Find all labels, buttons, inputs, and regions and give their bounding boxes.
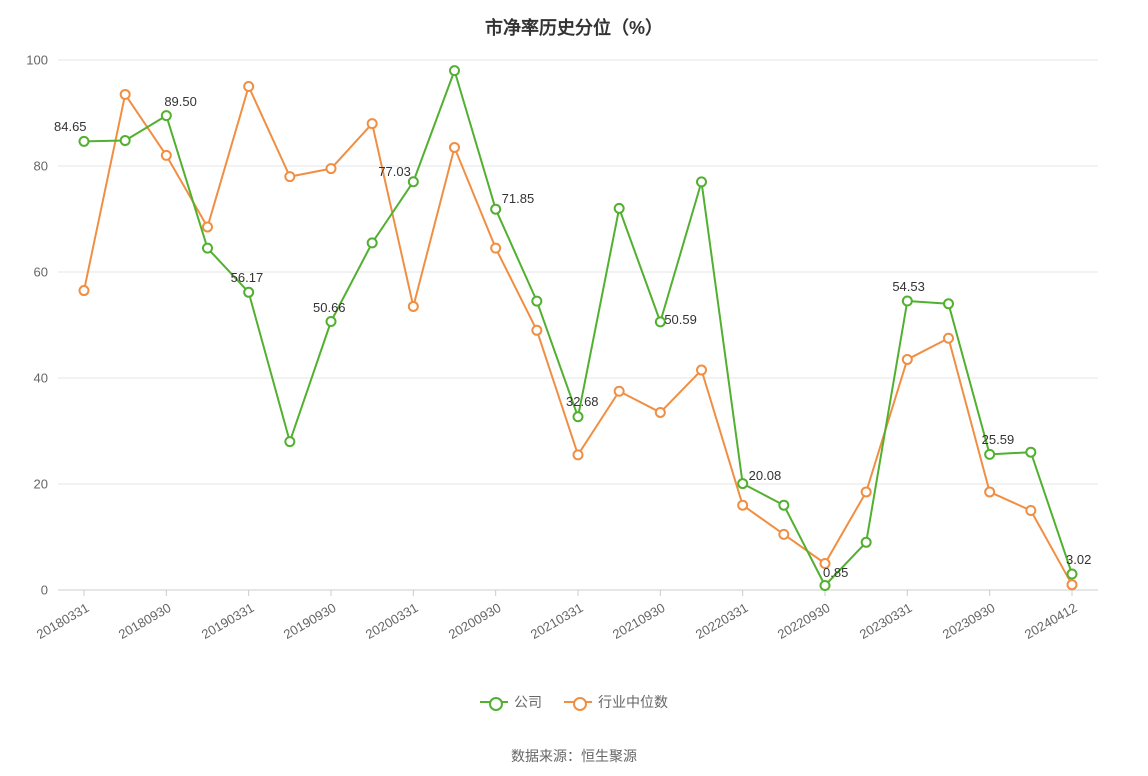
data-label: 50.66 [313, 300, 346, 315]
chart-container: 市净率历史分位（%） 02040608010020180331201809302… [0, 0, 1148, 776]
data-label: 20.08 [749, 468, 782, 483]
x-tick-label: 20210930 [591, 600, 668, 653]
marker-industry [285, 172, 294, 181]
x-tick-label: 20230331 [838, 600, 915, 653]
x-tick-label: 20190331 [179, 600, 256, 653]
marker-company [368, 238, 377, 247]
marker-industry [656, 408, 665, 417]
x-tick-label: 20200930 [426, 600, 503, 653]
marker-industry [80, 286, 89, 295]
marker-company [903, 296, 912, 305]
marker-industry [409, 302, 418, 311]
marker-industry [1026, 506, 1035, 515]
marker-industry [738, 501, 747, 510]
marker-industry [450, 143, 459, 152]
data-label: 54.53 [892, 279, 925, 294]
marker-company [327, 317, 336, 326]
marker-industry [162, 151, 171, 160]
marker-industry [574, 450, 583, 459]
marker-company [574, 412, 583, 421]
data-label: 71.85 [502, 191, 535, 206]
marker-company [532, 297, 541, 306]
marker-company [80, 137, 89, 146]
y-tick-label: 0 [8, 583, 48, 598]
x-tick-label: 20190930 [262, 600, 339, 653]
data-label: 89.50 [164, 94, 197, 109]
marker-company [697, 177, 706, 186]
marker-company [1026, 448, 1035, 457]
marker-industry [368, 119, 377, 128]
data-label: 84.65 [54, 119, 87, 134]
marker-industry [244, 82, 253, 91]
marker-industry [615, 387, 624, 396]
chart-title: 市净率历史分位（%） [0, 14, 1148, 40]
marker-industry [779, 530, 788, 539]
y-tick-label: 40 [8, 371, 48, 386]
marker-industry [862, 487, 871, 496]
data-label: 56.17 [231, 270, 264, 285]
legend-swatch-company [480, 695, 508, 709]
legend-label-industry: 行业中位数 [598, 692, 668, 712]
marker-industry [697, 366, 706, 375]
series-line-industry [84, 87, 1072, 585]
marker-company [738, 479, 747, 488]
marker-company [1068, 569, 1077, 578]
data-label: 25.59 [982, 432, 1015, 447]
y-tick-label: 100 [8, 53, 48, 68]
x-tick-label: 20180930 [97, 600, 174, 653]
marker-company [203, 244, 212, 253]
marker-industry [121, 90, 130, 99]
x-tick-label: 20240412 [1003, 600, 1080, 653]
x-tick-label: 20230930 [920, 600, 997, 653]
legend-label-company: 公司 [514, 692, 542, 712]
data-label: 3.02 [1066, 552, 1091, 567]
marker-company [615, 204, 624, 213]
series-line-company [84, 71, 1072, 586]
marker-industry [1068, 580, 1077, 589]
x-tick-label: 20210331 [509, 600, 586, 653]
x-tick-label: 20220331 [673, 600, 750, 653]
marker-industry [903, 355, 912, 364]
data-label: 32.68 [566, 394, 599, 409]
x-tick-label: 20180331 [15, 600, 92, 653]
marker-company [491, 205, 500, 214]
x-tick-label: 20200331 [344, 600, 421, 653]
marker-company [862, 538, 871, 547]
marker-company [162, 111, 171, 120]
marker-industry [944, 334, 953, 343]
marker-industry [532, 326, 541, 335]
chart-legend: 公司 行业中位数 [0, 692, 1148, 712]
x-tick-label: 20220930 [756, 600, 833, 653]
marker-company [285, 437, 294, 446]
marker-company [450, 66, 459, 75]
chart-plot-area: 0204060801002018033120180930201903312019… [58, 60, 1098, 590]
chart-source: 数据来源：恒生聚源 [0, 746, 1148, 766]
data-label: 0.85 [823, 565, 848, 580]
marker-industry [203, 222, 212, 231]
marker-industry [985, 487, 994, 496]
marker-industry [491, 244, 500, 253]
marker-company [121, 136, 130, 145]
data-label: 50.59 [664, 312, 697, 327]
marker-company [944, 299, 953, 308]
y-tick-label: 20 [8, 477, 48, 492]
legend-item-industry: 行业中位数 [564, 692, 668, 712]
marker-company [779, 501, 788, 510]
legend-item-company: 公司 [480, 692, 542, 712]
marker-company [821, 581, 830, 590]
marker-industry [327, 164, 336, 173]
legend-swatch-industry [564, 695, 592, 709]
marker-company [985, 450, 994, 459]
y-tick-label: 60 [8, 265, 48, 280]
marker-company [244, 288, 253, 297]
data-label: 77.03 [378, 164, 411, 179]
y-tick-label: 80 [8, 159, 48, 174]
